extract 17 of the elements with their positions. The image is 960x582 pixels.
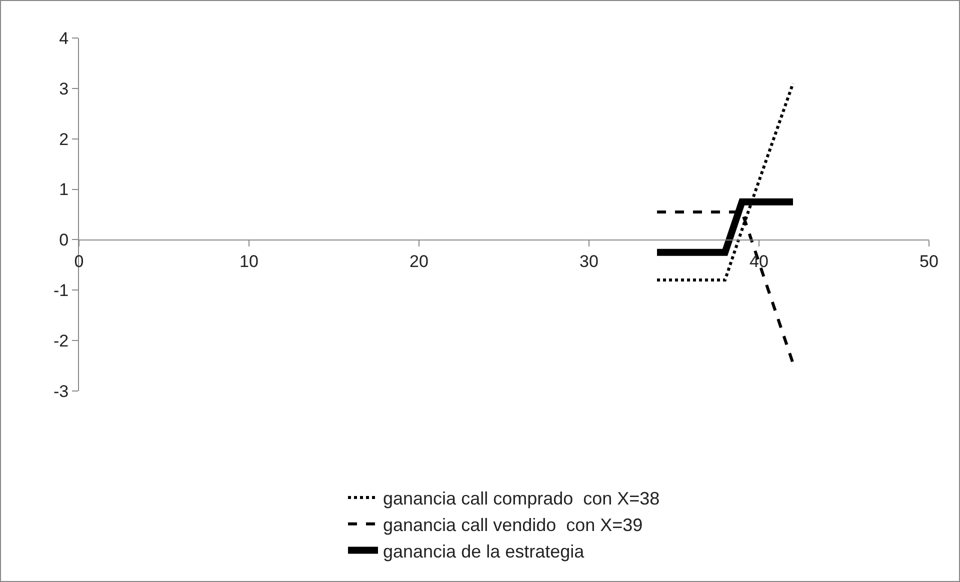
- x-tick-label: 20: [410, 252, 428, 272]
- y-tick-label: 4: [59, 28, 69, 48]
- y-tick-label: 0: [59, 230, 69, 250]
- y-tick-label: -1: [53, 281, 69, 300]
- legend-label: ganancia call comprado con X=38: [383, 488, 660, 508]
- x-tick-label: 50: [920, 252, 938, 272]
- y-tick-label: -3: [53, 382, 69, 401]
- y-tick-label: 1: [59, 180, 69, 200]
- y-tick-label: -2: [53, 332, 69, 351]
- y-tick-label: 3: [59, 79, 69, 98]
- legend-label: ganancia de la estrategia: [383, 541, 586, 562]
- x-tick-label: 0: [74, 252, 84, 272]
- x-tick-label: 30: [580, 252, 598, 272]
- x-tick-label: 10: [240, 252, 258, 272]
- y-tick-label: 2: [59, 130, 69, 149]
- x-tick-label: 40: [750, 252, 768, 272]
- legend-label: ganancia call vendido con X=39: [383, 514, 643, 535]
